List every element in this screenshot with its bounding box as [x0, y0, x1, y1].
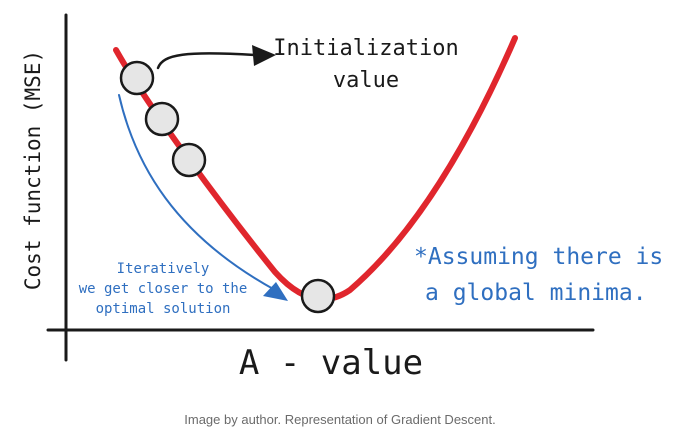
descent-path: [118, 94, 276, 291]
assumption-note-line2: a global minima.: [425, 280, 647, 306]
init-label-line1: Initialization: [273, 36, 458, 61]
assumption-note-line1: *Assuming there is: [414, 244, 663, 270]
init-label-line2: value: [333, 68, 399, 93]
iterative-note-line2: we get closer to the: [79, 281, 248, 297]
gradient-descent-diagram: Cost function (MSE) A - value Initializa…: [21, 13, 663, 383]
step-point: [171, 142, 207, 178]
figure-caption: Image by author. Representation of Gradi…: [184, 412, 496, 427]
init-arrow: [156, 52, 257, 70]
descent-arrowhead: [263, 282, 288, 301]
init-arrowhead: [252, 45, 276, 66]
step-point: [119, 60, 155, 96]
minimum-point: [300, 278, 336, 314]
step-point: [144, 101, 180, 137]
step-points: [119, 60, 336, 314]
x-axis-label: A - value: [239, 343, 423, 383]
iterative-note-line1: Iteratively: [117, 261, 210, 277]
iterative-note-line3: optimal solution: [96, 301, 231, 317]
y-axis-label: Cost function (MSE): [21, 50, 45, 290]
